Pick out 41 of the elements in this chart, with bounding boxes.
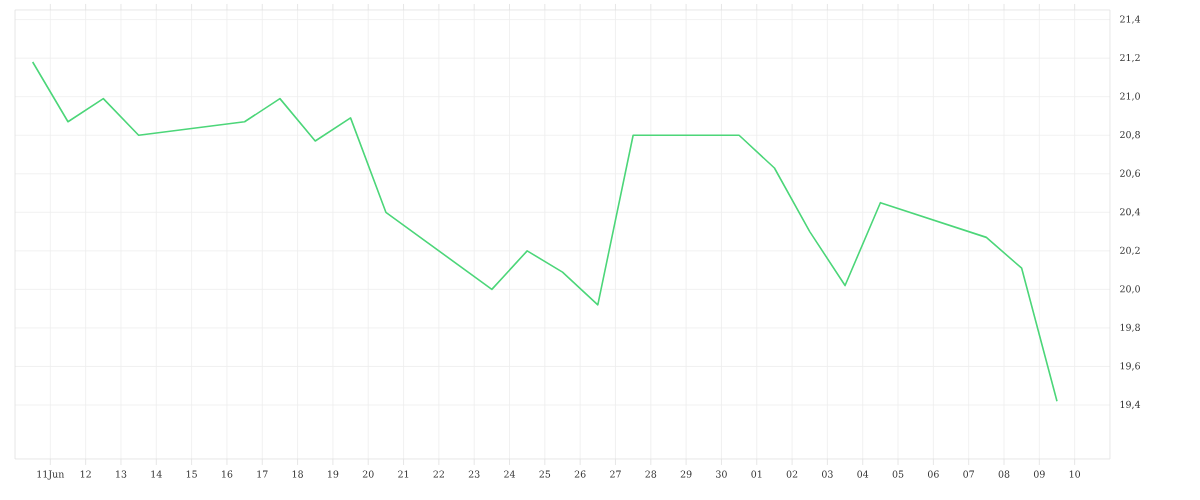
y-tick-label: 20,4 (1120, 208, 1141, 217)
y-tick-label: 20,2 (1120, 246, 1140, 256)
y-tick-label: 21,0 (1120, 92, 1140, 101)
x-tick-label: 15 (186, 470, 197, 478)
x-tick-label: 18 (292, 470, 303, 478)
x-tick-label: 04 (857, 470, 869, 478)
x-tick-label: 03 (822, 470, 833, 478)
x-tick-label: 24 (504, 470, 516, 478)
x-tick-label: 30 (716, 470, 727, 478)
x-tick-label: 02 (786, 470, 798, 478)
x-tick-label: 01 (751, 470, 762, 478)
x-tick-label: 06 (927, 470, 939, 478)
y-tick-label: 19,6 (1120, 362, 1140, 371)
x-tick-label: 13 (116, 470, 127, 478)
y-tick-label: 20,8 (1120, 131, 1140, 140)
y-tick-label: 19,8 (1120, 323, 1140, 333)
x-tick-label: 11Jun (37, 470, 65, 480)
x-tick-label: 27 (610, 470, 621, 478)
x-tick-label: 17 (257, 470, 268, 478)
y-tick-label: 21,4 (1120, 15, 1141, 24)
x-tick-label: 28 (645, 470, 657, 478)
x-tick-label: 29 (680, 470, 692, 478)
y-tick-label: 21,2 (1120, 54, 1140, 63)
x-tick-label: 26 (574, 470, 586, 478)
x-tick-label: 05 (892, 470, 904, 478)
x-tick-label: 09 (1033, 470, 1045, 478)
x-tick-label: 22 (433, 470, 444, 478)
x-tick-label: 20 (362, 470, 374, 478)
y-tick-label: 20,0 (1120, 285, 1140, 294)
x-tick-label: 07 (963, 470, 975, 478)
x-tick-label: 23 (468, 470, 480, 478)
x-tick-label: 16 (222, 470, 233, 478)
x-tick-label: 19 (328, 470, 339, 478)
x-tick-label: 08 (998, 470, 1010, 478)
y-tick-label: 19,4 (1120, 400, 1141, 410)
y-tick-label: 20,6 (1120, 169, 1140, 178)
x-tick-label: 25 (539, 470, 551, 478)
x-tick-label: 21 (398, 470, 409, 478)
x-tick-label: 14 (151, 470, 162, 478)
x-tick-label: 12 (80, 470, 91, 478)
x-tick-label: 10 (1069, 470, 1081, 478)
